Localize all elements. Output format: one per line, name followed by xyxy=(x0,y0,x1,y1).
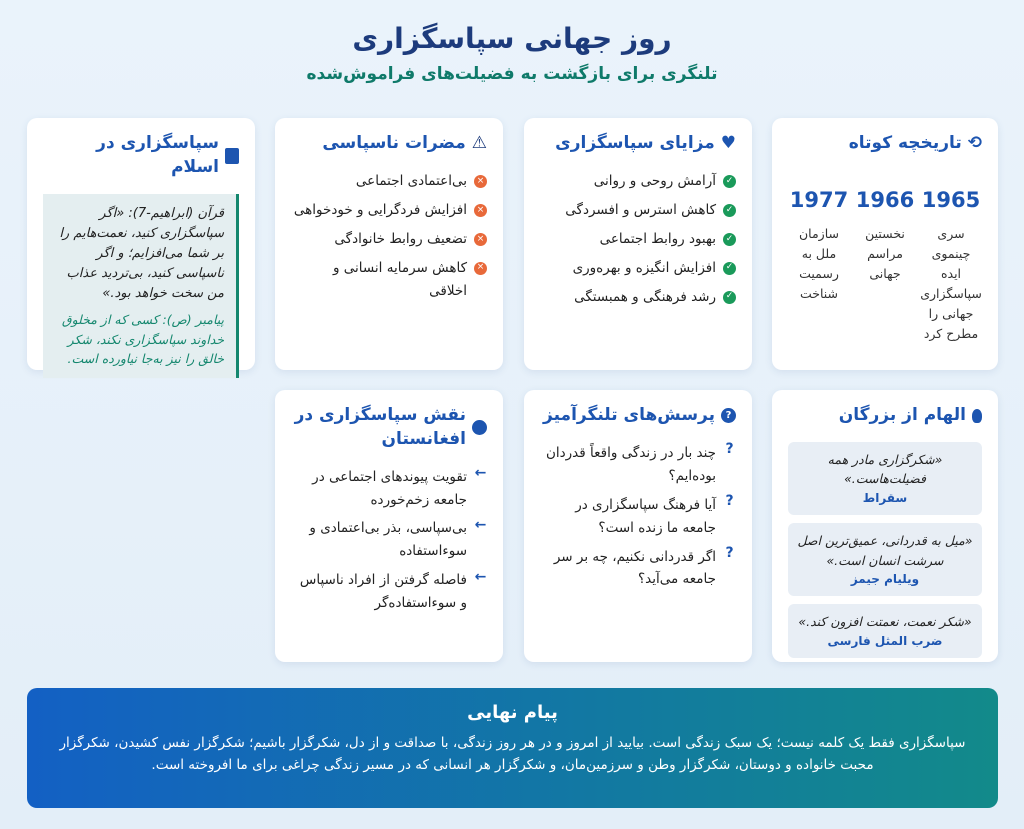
quote-author: ویلیام جیمز xyxy=(850,571,920,586)
list-item: ✓ افزایش انگیزه و بهره‌وری xyxy=(540,257,736,280)
benefits-card: ♥ مزایای سپاسگزاری ✓ آرامش روحی و روانی ✓ کا… xyxy=(524,118,752,370)
list-item: ✓ کاهش استرس و افسردگی xyxy=(540,199,736,222)
item-text: بی‌سپاسی، بذر بی‌اعتمادی و سوءاستفاده xyxy=(309,520,467,560)
item-text: رشد فرهنگی و همبستگی xyxy=(574,288,716,305)
item-text: آیا فرهنگ سپاسگزاری در جامعه ما زنده است… xyxy=(575,496,716,536)
book-icon xyxy=(225,147,239,164)
arrow-left-icon: ← xyxy=(474,465,487,482)
inspiration-card: الهام از بزرگان «شکرگزاری مادر همه فضیلت… xyxy=(772,390,998,662)
item-text: چند بار در زندگی واقعاً قدردان بوده‌ایم؟ xyxy=(545,444,716,484)
list-item: ✓ بهبود روابط اجتماعی xyxy=(540,228,736,251)
timeline-item: 1965 سری چینموی ایده سپاسگزاری جهانی را م… xyxy=(920,170,982,344)
globe-icon xyxy=(472,420,487,436)
history-card: ⟲ تاریخچه کوتاه 1965 سری چینموی ایده سپاسگ… xyxy=(772,118,998,370)
item-text: فاصله گرفتن از افراد ناسپاس و سوءاستفاده… xyxy=(299,572,467,612)
quran-quote: قرآن (ابراهیم-7): «اگر سپاسگزاری کنید، ن… xyxy=(59,205,224,302)
item-text: بهبود روابط اجتماعی xyxy=(599,230,716,247)
year-text: نخستین مراسم جهانی xyxy=(865,225,905,281)
check-icon: ✓ xyxy=(723,232,736,246)
question-mark-icon: ? xyxy=(725,493,734,510)
list-item: ? اگر قدردانی نکنیم، چه بر سر جامعه می‌آی… xyxy=(540,545,736,592)
page-subtitle: تلنگری برای بازگشت به فضیلت‌های فراموش‌ش… xyxy=(306,64,718,84)
question-mark-icon: ? xyxy=(725,441,734,458)
year: 1965 xyxy=(921,187,981,212)
page-title: روز جهانی سپاسگزاری xyxy=(352,22,672,55)
quote-box: «شکر نعمت، نعمتت افزون کند.» ضرب المثل فا… xyxy=(788,604,982,659)
item-text: افزایش فردگرایی و خودخواهی xyxy=(293,201,467,218)
quote-text: «میل به قدردانی، عمیق‌ترین اصل سرشت انسا… xyxy=(797,533,973,568)
timeline-item: 1977 سازمان ملل به رسمیت شناخت xyxy=(788,170,850,344)
afghanistan-card: نقش سپاسگزاری در افغانستان ← تقویت پیونده… xyxy=(275,390,503,662)
cross-icon: × xyxy=(474,232,487,246)
quote-box: «شکرگزاری مادر همه فضیلت‌هاست.» سقراط xyxy=(788,441,982,516)
question-icon: ? xyxy=(721,408,736,424)
list-item: ✓ رشد فرهنگی و همبستگی xyxy=(540,286,736,309)
arrow-left-icon: ← xyxy=(474,517,487,534)
list-item: ? چند بار در زندگی واقعاً قدردان بوده‌ایم… xyxy=(540,441,736,488)
quote-text: «شکرگزاری مادر همه فضیلت‌هاست.» xyxy=(827,451,943,487)
item-text: تقویت پیوندهای اجتماعی در جامعه زخم‌خورد… xyxy=(312,468,467,508)
item-text: اگر قدردانی نکنیم، چه بر سر جامعه می‌آید… xyxy=(553,548,716,588)
question-mark-icon: ? xyxy=(725,545,734,562)
list-item: ← تقویت پیوندهای اجتماعی در جامعه زخم‌خور… xyxy=(291,465,487,512)
prophet-quote: پیامبر (ص): کسی که از مخلوق خداوند سپاسگ… xyxy=(61,312,224,367)
heart-icon: ♥ xyxy=(720,133,736,153)
item-text: کاهش استرس و افسردگی xyxy=(565,201,716,218)
card-title: تاریخچه کوتاه xyxy=(848,133,962,153)
card-title: پرسش‌های تلنگرآمیز xyxy=(543,405,715,425)
item-text: افزایش انگیزه و بهره‌وری xyxy=(572,259,716,276)
list-item: ? آیا فرهنگ سپاسگزاری در جامعه ما زنده اس… xyxy=(540,493,736,540)
quote-author: ضرب المثل فارسی xyxy=(827,633,943,648)
item-text: تضعیف روابط خانوادگی xyxy=(334,230,467,247)
islam-card: سپاسگزاری در اسلام قرآن (ابراهیم-7): «اگ… xyxy=(27,118,255,379)
check-icon: ✓ xyxy=(723,261,736,275)
cross-icon: × xyxy=(474,174,487,188)
list-item: ← بی‌سپاسی، بذر بی‌اعتمادی و سوءاستفاده xyxy=(291,517,487,563)
year: 1966 xyxy=(855,187,915,212)
card-title: نقش سپاسگزاری در افغانستان xyxy=(294,405,466,449)
list-item: ✓ آرامش روحی و روانی xyxy=(540,170,736,193)
quote-author: سقراط xyxy=(862,490,908,505)
item-text: بی‌اعتمادی اجتماعی xyxy=(355,172,467,189)
lightbulb-icon xyxy=(972,408,982,423)
list-item: ← فاصله گرفتن از افراد ناسپاس و سوءاستفاد… xyxy=(291,569,487,615)
year: 1977 xyxy=(789,187,849,212)
warning-icon: ⚠ xyxy=(471,133,487,153)
check-icon: ✓ xyxy=(723,203,736,217)
item-text: آرامش روحی و روانی xyxy=(593,172,716,189)
timeline-item: 1966 نخستین مراسم جهانی xyxy=(854,170,916,344)
cross-icon: × xyxy=(474,203,487,217)
list-item: × افزایش فردگرایی و خودخواهی xyxy=(291,199,487,222)
islam-quote: قرآن (ابراهیم-7): «اگر سپاسگزاری کنید، ن… xyxy=(43,193,239,379)
check-icon: ✓ xyxy=(723,290,736,304)
quote-text: «شکر نعمت، نعمتت افزون کند.» xyxy=(798,614,972,630)
history-icon: ⟲ xyxy=(967,133,982,153)
quote-box: «میل به قدردانی، عمیق‌ترین اصل سرشت انسا… xyxy=(788,523,982,597)
card-title: مزایای سپاسگزاری xyxy=(555,133,715,153)
arrow-left-icon: ← xyxy=(474,568,487,585)
list-item: × تضعیف روابط خانوادگی xyxy=(291,228,487,251)
list-item: × بی‌اعتمادی اجتماعی xyxy=(291,170,487,193)
final-message-banner: پیام نهایی سپاسگزاری فقط یک کلمه نیست؛ ی… xyxy=(27,688,998,808)
final-text: سپاسگزاری فقط یک کلمه نیست؛ یک سبک زندگی… xyxy=(59,735,966,773)
item-text: کاهش سرمایه انسانی و اخلاقی xyxy=(332,259,467,299)
year-text: سری چینموی ایده سپاسگزاری جهانی را مطرح … xyxy=(920,225,982,341)
card-title: مضرات ناسپاسی xyxy=(322,133,466,153)
year-text: سازمان ملل به رسمیت شناخت xyxy=(798,225,839,301)
card-title: الهام از بزرگان xyxy=(838,405,966,425)
questions-card: ? پرسش‌های تلنگرآمیز ? چند بار در زندگی وا… xyxy=(524,390,752,662)
list-item: × کاهش سرمایه انسانی و اخلاقی xyxy=(291,257,487,303)
card-title: سپاسگزاری در اسلام xyxy=(96,133,219,177)
final-title: پیام نهایی xyxy=(467,702,558,723)
harms-card: ⚠ مضرات ناسپاسی × بی‌اعتمادی اجتماعی × افزای… xyxy=(275,118,503,370)
cross-icon: × xyxy=(474,261,487,275)
check-icon: ✓ xyxy=(723,174,736,188)
